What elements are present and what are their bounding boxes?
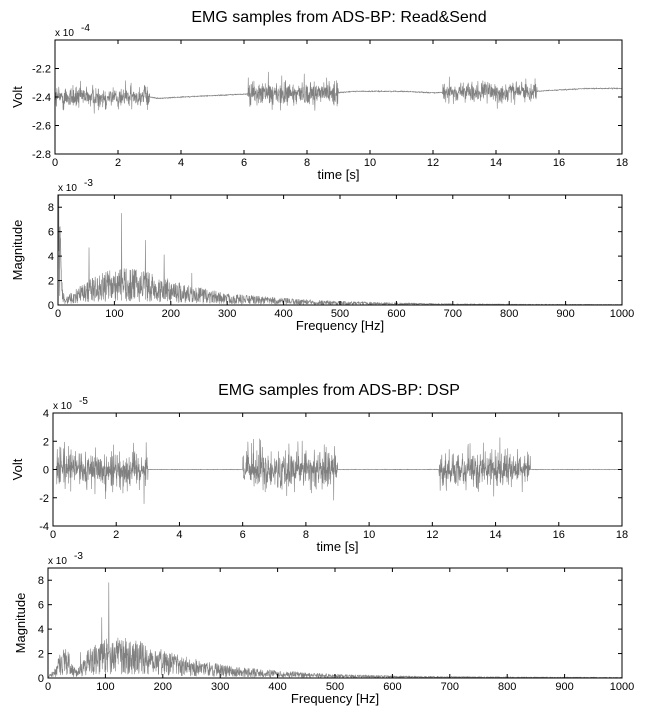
readsend-spectrum-plot: 0 100 200 300 400 500 600 700 800 900 1000 0 2 4 6 8 x 1… xyxy=(10,178,634,333)
x-tick-label: 100 xyxy=(96,681,114,693)
x-tick-label: 0 xyxy=(50,529,56,541)
x-tick-label: 2 xyxy=(113,529,119,541)
top-figure-title: EMG samples from ADS-BP: Read&Send xyxy=(191,9,486,26)
x-tick-label: 10 xyxy=(363,529,375,541)
y-axis-label: Magnitude xyxy=(10,220,25,281)
x-tick-label: 600 xyxy=(383,681,401,693)
y-axis-label: Volt xyxy=(10,86,25,108)
x-tick-label: 6 xyxy=(240,529,246,541)
x-tick-label: 1000 xyxy=(610,681,634,693)
axis-exponent: x 10 xyxy=(48,556,67,567)
x-axis-label: time [s] xyxy=(317,539,359,554)
x-tick-label: 12 xyxy=(427,157,439,169)
x-tick-label: 10 xyxy=(364,157,376,169)
x-tick-label: 0 xyxy=(52,157,58,169)
x-tick-label: 500 xyxy=(331,308,349,320)
axis-exponent-power: -3 xyxy=(84,178,93,189)
x-tick-label: 4 xyxy=(178,157,184,169)
x-axis-label: Frequency [Hz] xyxy=(291,691,379,706)
x-tick-label: 400 xyxy=(268,681,286,693)
y-tick-label: -4 xyxy=(39,521,49,533)
x-tick-label: 16 xyxy=(553,529,565,541)
x-tick-label: 800 xyxy=(500,308,518,320)
x-axis-label: time [s] xyxy=(318,167,360,182)
x-axis-label: Frequency [Hz] xyxy=(296,318,384,333)
y-tick-label: 0 xyxy=(43,465,49,477)
y-tick-label: 6 xyxy=(38,600,44,612)
x-tick-label: 8 xyxy=(303,529,309,541)
x-tick-label: 600 xyxy=(387,308,405,320)
x-tick-label: 8 xyxy=(304,157,310,169)
x-tick-label: 300 xyxy=(218,308,236,320)
y-axis-label: Magnitude xyxy=(13,593,28,654)
axis-exponent-power: -5 xyxy=(79,396,88,407)
axis-exponent: x 10 xyxy=(58,183,77,194)
y-tick-label: -2.2 xyxy=(32,64,51,76)
axis-exponent-power: -4 xyxy=(81,23,90,34)
x-tick-label: 900 xyxy=(555,681,573,693)
y-tick-label: 2 xyxy=(38,649,44,661)
y-tick-label: 6 xyxy=(48,227,54,239)
x-tick-label: 18 xyxy=(616,529,628,541)
y-tick-label: -2 xyxy=(39,493,49,505)
x-tick-label: 1000 xyxy=(610,308,634,320)
y-tick-label: 2 xyxy=(48,276,54,288)
x-tick-label: 200 xyxy=(162,308,180,320)
y-axis-label: Volt xyxy=(10,458,25,480)
x-tick-label: 800 xyxy=(498,681,516,693)
x-tick-label: 200 xyxy=(154,681,172,693)
y-tick-label: 8 xyxy=(38,575,44,587)
axis-exponent: x 10 xyxy=(55,28,74,39)
axis-exponent: x 10 xyxy=(53,401,72,412)
y-tick-label: -2.8 xyxy=(32,149,51,161)
x-tick-label: 100 xyxy=(105,308,123,320)
y-tick-label: -2.6 xyxy=(32,121,51,133)
x-tick-label: 700 xyxy=(441,681,459,693)
y-tick-label: 0 xyxy=(48,300,54,312)
x-tick-label: 700 xyxy=(444,308,462,320)
y-tick-label: 4 xyxy=(48,251,54,263)
dsp-spectrum-plot: 0 100 200 300 400 500 600 700 800 900 1000 0 2 4 6 8 x 1… xyxy=(13,551,634,706)
x-tick-label: 0 xyxy=(55,308,61,320)
signal-trace xyxy=(54,71,623,114)
signal-trace xyxy=(57,194,623,306)
x-tick-label: 300 xyxy=(211,681,229,693)
x-tick-label: 6 xyxy=(241,157,247,169)
x-tick-label: 18 xyxy=(616,157,628,169)
y-tick-label: 8 xyxy=(48,202,54,214)
x-tick-label: 12 xyxy=(426,529,438,541)
x-tick-label: 2 xyxy=(115,157,121,169)
bottom-figure-title: EMG samples from ADS-BP: DSP xyxy=(218,382,460,399)
signal-trace xyxy=(47,582,623,679)
x-tick-label: 900 xyxy=(556,308,574,320)
x-tick-label: 14 xyxy=(490,157,502,169)
x-tick-label: 4 xyxy=(176,529,182,541)
dsp-time-plot: 0 2 4 6 8 10 12 14 16 18 4 2 0 -2 -4 x 10 -5 time [s] Volt xyxy=(10,396,628,554)
x-tick-label: 14 xyxy=(489,529,501,541)
y-tick-label: 4 xyxy=(38,624,44,636)
x-tick-label: 500 xyxy=(326,681,344,693)
axis-exponent-power: -3 xyxy=(74,551,83,562)
y-tick-label: 2 xyxy=(43,436,49,448)
y-tick-label: 0 xyxy=(38,673,44,685)
x-tick-label: 400 xyxy=(274,308,292,320)
y-tick-label: 4 xyxy=(43,408,49,420)
readsend-time-plot: 0 2 4 6 8 10 12 14 16 18 -2.2 -2.4 -2.6 -2.8 x 10 -4 tim… xyxy=(10,23,628,182)
signal-trace xyxy=(52,437,623,504)
x-tick-label: 16 xyxy=(553,157,565,169)
x-tick-label: 0 xyxy=(45,681,51,693)
axes-box xyxy=(57,194,623,306)
y-tick-label: -2.4 xyxy=(32,92,51,104)
